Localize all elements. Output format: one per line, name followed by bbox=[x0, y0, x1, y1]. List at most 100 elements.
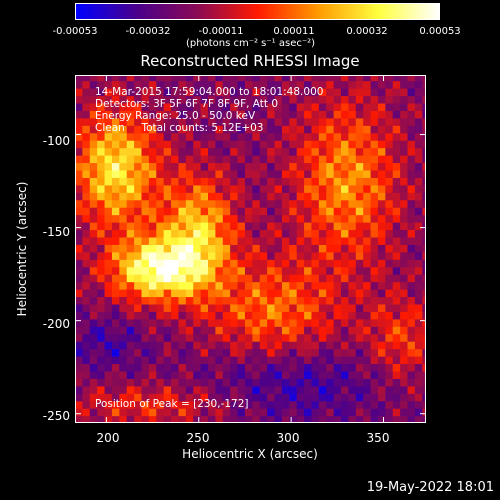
heatmap-cell bbox=[267, 378, 276, 387]
heatmap-cell bbox=[296, 177, 305, 186]
heatmap-cell bbox=[104, 289, 113, 298]
heatmap-cell bbox=[274, 75, 283, 82]
heatmap-cell bbox=[193, 236, 202, 245]
heatmap-cell bbox=[185, 214, 194, 223]
heatmap-cell bbox=[111, 102, 120, 111]
heatmap-cell bbox=[89, 356, 98, 365]
heatmap-cell bbox=[126, 289, 135, 298]
heatmap-cell bbox=[370, 378, 379, 387]
heatmap-cell bbox=[208, 222, 216, 231]
heatmap-cell bbox=[385, 169, 394, 178]
heatmap-cell bbox=[355, 192, 364, 201]
heatmap-cell bbox=[392, 110, 401, 119]
heatmap-cell bbox=[208, 229, 216, 238]
heatmap-cell bbox=[171, 110, 180, 119]
heatmap-cell bbox=[363, 281, 372, 290]
heatmap-cell bbox=[311, 348, 320, 357]
heatmap-cell bbox=[148, 281, 157, 290]
heatmap-cell bbox=[200, 333, 209, 342]
heatmap-cell bbox=[259, 393, 268, 402]
heatmap-cell bbox=[215, 140, 224, 149]
heatmap-cell bbox=[355, 274, 364, 283]
heatmap-cell bbox=[119, 259, 128, 268]
heatmap-cell bbox=[82, 408, 91, 417]
heatmap-cell bbox=[304, 266, 313, 275]
heatmap-cell bbox=[104, 356, 113, 365]
heatmap-cell bbox=[178, 259, 187, 268]
heatmap-cell bbox=[274, 356, 283, 365]
heatmap-cell bbox=[355, 199, 364, 208]
heatmap-cell bbox=[304, 393, 313, 402]
heatmap-cell bbox=[348, 378, 357, 387]
heatmap-cell bbox=[230, 214, 239, 223]
heatmap-cell bbox=[392, 162, 401, 171]
heatmap-cell bbox=[185, 333, 194, 342]
heatmap-cell bbox=[171, 88, 180, 97]
heatmap-cell bbox=[134, 289, 143, 298]
heatmap-cell bbox=[377, 318, 386, 327]
heatmap-cell bbox=[200, 199, 209, 208]
heatmap-cell bbox=[193, 408, 202, 417]
heatmap-cell bbox=[267, 385, 276, 394]
heatmap-cell bbox=[422, 95, 426, 104]
heatmap-cell bbox=[141, 303, 150, 312]
heatmap-cell bbox=[97, 378, 106, 387]
heatmap-cell bbox=[355, 214, 364, 223]
heatmap-cell bbox=[414, 378, 423, 387]
heatmap-cell bbox=[89, 259, 98, 268]
heatmap-cell bbox=[355, 102, 364, 111]
heatmap-cell bbox=[304, 296, 313, 305]
heatmap-cell bbox=[333, 192, 342, 201]
heatmap-cell bbox=[126, 125, 135, 134]
heatmap-cell bbox=[222, 214, 231, 223]
heatmap-cell bbox=[318, 251, 327, 260]
heatmap-cell bbox=[178, 236, 187, 245]
heatmap-cell bbox=[208, 378, 216, 387]
heatmap-cell bbox=[259, 125, 268, 134]
heatmap-cell bbox=[333, 110, 342, 119]
heatmap-cell bbox=[148, 274, 157, 283]
heatmap-cell bbox=[82, 192, 91, 201]
heatmap-cell bbox=[318, 95, 327, 104]
heatmap-cell bbox=[126, 318, 135, 327]
heatmap-cell bbox=[318, 169, 327, 178]
heatmap-cell bbox=[97, 415, 106, 423]
heatmap-cell bbox=[97, 177, 106, 186]
heatmap-cell bbox=[407, 80, 416, 89]
heatmap-cell bbox=[392, 326, 401, 335]
heatmap-cell bbox=[193, 177, 202, 186]
heatmap-cell bbox=[392, 341, 401, 350]
heatmap-cell bbox=[134, 184, 143, 193]
heatmap-cell bbox=[370, 125, 379, 134]
heatmap-cell bbox=[407, 192, 416, 201]
heatmap-cell bbox=[222, 244, 231, 253]
heatmap-cell bbox=[281, 184, 290, 193]
heatmap-cell bbox=[259, 75, 268, 82]
heatmap-cell bbox=[215, 333, 224, 342]
heatmap-cell bbox=[134, 236, 143, 245]
heatmap-cell bbox=[304, 229, 313, 238]
heatmap-cell bbox=[89, 169, 98, 178]
heatmap-cell bbox=[392, 400, 401, 409]
heatmap-cell bbox=[171, 356, 180, 365]
heatmap-cell bbox=[341, 155, 350, 164]
heatmap-cell bbox=[422, 259, 426, 268]
heatmap-cell bbox=[348, 333, 357, 342]
heatmap-cell bbox=[259, 236, 268, 245]
heatmap-cell bbox=[341, 333, 350, 342]
heatmap-cell bbox=[267, 296, 276, 305]
heatmap-cell bbox=[148, 117, 157, 126]
heatmap-cell bbox=[200, 177, 209, 186]
heatmap-cell bbox=[75, 356, 83, 365]
heatmap-cell bbox=[208, 303, 216, 312]
heatmap-cell bbox=[141, 311, 150, 320]
heatmap-cell bbox=[370, 80, 379, 89]
heatmap-cell bbox=[252, 408, 261, 417]
heatmap-cell bbox=[267, 75, 276, 82]
heatmap-cell bbox=[193, 400, 202, 409]
heatmap-cell bbox=[333, 229, 342, 238]
heatmap-cell bbox=[208, 110, 216, 119]
heatmap-cell bbox=[126, 95, 135, 104]
heatmap-cell bbox=[259, 318, 268, 327]
heatmap-cell bbox=[370, 75, 379, 82]
